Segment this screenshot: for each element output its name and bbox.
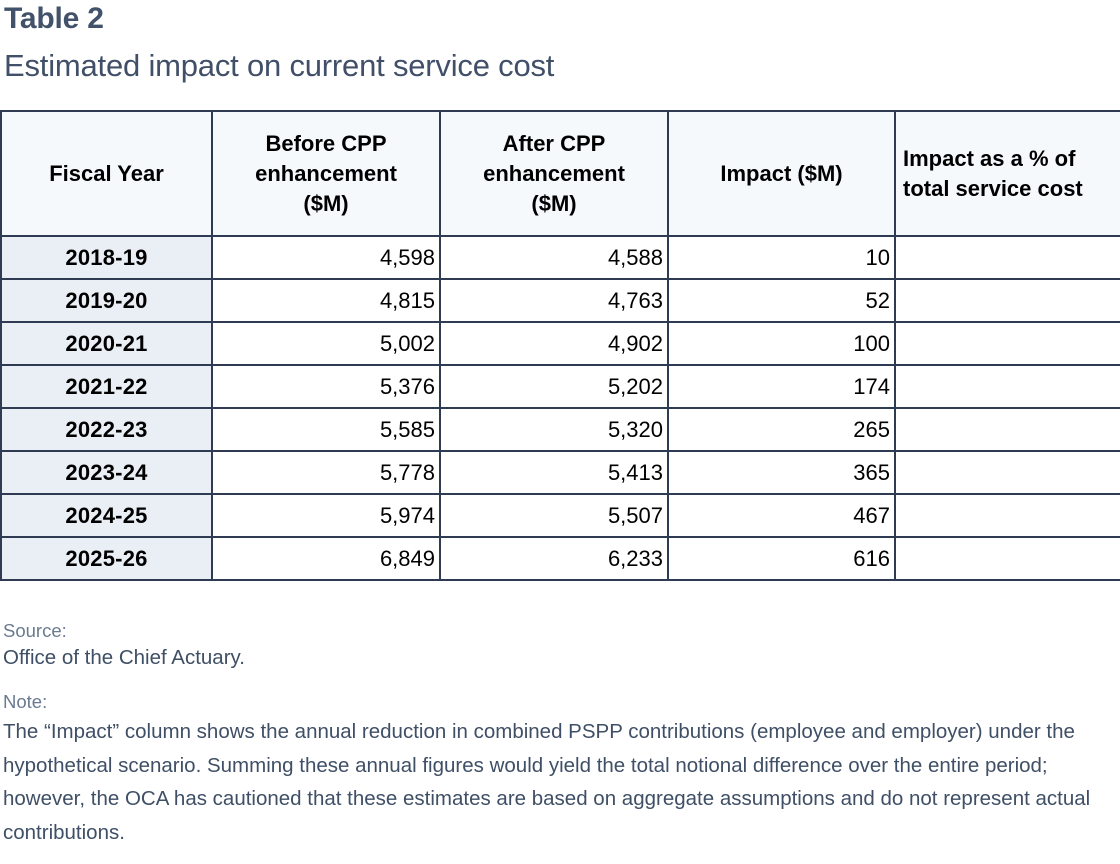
table-row: 2018-19 4,598 4,588 10 0.2% [0,235,1120,280]
table-container: Fiscal Year Before CPP enhancement ($M) … [0,110,1120,581]
footnote-spacer [3,671,1115,688]
cell-impact-percent: 2.0% [894,321,1120,366]
table-row: 2021-22 5,376 5,202 174 3.2% [0,364,1120,409]
column-header-after-cpp-line1: After CPP [502,130,606,156]
table-row: 2025-26 6,849 6,233 616 9.0% [0,536,1120,581]
column-header-after-cpp-line2: enhancement [483,160,625,186]
cell-fiscal-year: 2024-25 [0,493,213,538]
cell-before-cpp: 4,815 [211,278,441,323]
source-label: Source: [3,620,67,641]
cell-fiscal-year: 2025-26 [0,536,213,581]
cell-after-cpp: 5,202 [439,364,669,409]
cell-impact: 174 [667,364,896,409]
cell-after-cpp: 5,413 [439,450,669,495]
column-header-before-cpp: Before CPP enhancement ($M) [211,110,441,237]
cell-after-cpp: 5,320 [439,407,669,452]
cell-impact: 616 [667,536,896,581]
cell-fiscal-year: 2023-24 [0,450,213,495]
table-row: 2023-24 5,778 5,413 365 6.3% [0,450,1120,495]
estimated-impact-table: Fiscal Year Before CPP enhancement ($M) … [0,110,1120,581]
cell-impact-percent: 0.2% [894,235,1120,280]
column-header-before-cpp-line1: Before CPP [265,130,387,156]
note-text: The “Impact” column shows the annual red… [3,720,1091,844]
cell-before-cpp: 5,974 [211,493,441,538]
cell-after-cpp: 4,588 [439,235,669,280]
cell-impact: 365 [667,450,896,495]
cell-before-cpp: 5,376 [211,364,441,409]
table-row: 2019-20 4,815 4,763 52 1.1% [0,278,1120,323]
cell-impact-percent: 1.1% [894,278,1120,323]
cell-impact-percent: 7.8% [894,493,1120,538]
cell-impact: 467 [667,493,896,538]
page-title: Estimated impact on current service cost [4,48,555,83]
cell-impact-percent: 3.2% [894,364,1120,409]
column-header-impact-percent-line1: Impact as a % of [903,145,1076,171]
cell-before-cpp: 5,778 [211,450,441,495]
cell-before-cpp: 4,598 [211,235,441,280]
column-header-before-cpp-line2: enhancement [255,160,397,186]
cell-fiscal-year: 2021-22 [0,364,213,409]
cell-before-cpp: 5,002 [211,321,441,366]
column-header-impact-percent-line2: total service cost [903,175,1083,201]
cell-fiscal-year: 2022-23 [0,407,213,452]
cell-fiscal-year: 2020-21 [0,321,213,366]
cell-after-cpp: 4,763 [439,278,669,323]
column-header-impact-percent: Impact as a % of total service cost [894,110,1120,237]
table-body: 2018-19 4,598 4,588 10 0.2% 2019-20 4,81… [0,235,1120,581]
column-header-impact: Impact ($M) [667,110,896,237]
table-number-label: Table 2 [4,2,104,35]
cell-fiscal-year: 2018-19 [0,235,213,280]
cell-after-cpp: 4,902 [439,321,669,366]
footnotes: Source: Office of the Chief Actuary. Not… [3,617,1115,849]
cell-impact-percent: 6.3% [894,450,1120,495]
cell-impact: 265 [667,407,896,452]
column-header-after-cpp-line3: ($M) [531,190,577,216]
cell-impact: 52 [667,278,896,323]
table-header-row: Fiscal Year Before CPP enhancement ($M) … [0,110,1120,237]
source-text: Office of the Chief Actuary. [3,646,245,669]
table-row: 2020-21 5,002 4,902 100 2.0% [0,321,1120,366]
cell-impact-percent: 4.7% [894,407,1120,452]
column-header-fiscal-year: Fiscal Year [0,110,213,237]
cell-impact: 10 [667,235,896,280]
column-header-after-cpp: After CPP enhancement ($M) [439,110,669,237]
table-row: 2022-23 5,585 5,320 265 4.7% [0,407,1120,452]
cell-impact: 100 [667,321,896,366]
cell-after-cpp: 5,507 [439,493,669,538]
note-label: Note: [3,691,48,712]
cell-fiscal-year: 2019-20 [0,278,213,323]
table-row: 2024-25 5,974 5,507 467 7.8% [0,493,1120,538]
table-header: Fiscal Year Before CPP enhancement ($M) … [0,110,1120,237]
cell-before-cpp: 6,849 [211,536,441,581]
cell-before-cpp: 5,585 [211,407,441,452]
column-header-before-cpp-line3: ($M) [303,190,349,216]
cell-impact-percent: 9.0% [894,536,1120,581]
cell-after-cpp: 6,233 [439,536,669,581]
